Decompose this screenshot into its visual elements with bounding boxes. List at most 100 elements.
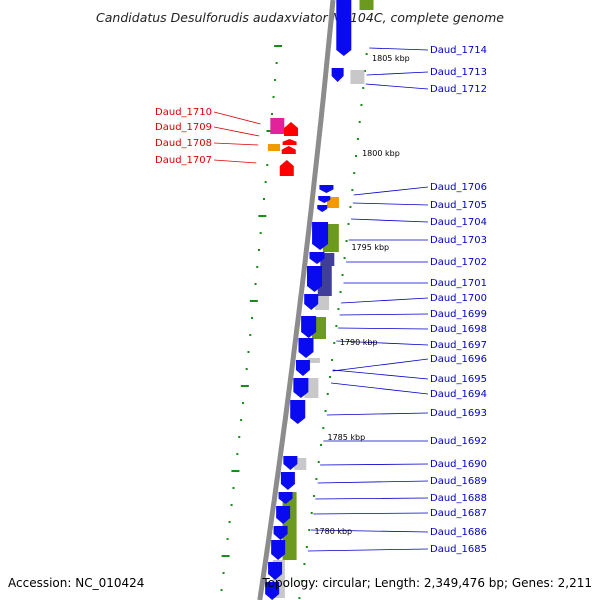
scale-tick [341, 274, 344, 276]
feature-box [270, 118, 285, 134]
leader-line [341, 297, 429, 304]
scale-tick [231, 470, 240, 472]
feature-box [268, 144, 281, 151]
scale-tick [343, 257, 346, 259]
scale-tick [274, 45, 283, 47]
forward-gene-arrow [331, 68, 344, 82]
leader-line [307, 548, 429, 552]
leader-line [352, 202, 429, 206]
leader-line [326, 412, 429, 416]
forward-gene-arrow [283, 456, 298, 470]
scale-tick [310, 512, 313, 514]
scale-tick [240, 419, 243, 421]
scale-tick [251, 317, 254, 319]
forward-gene-arrow [278, 492, 293, 504]
forward-gene-arrow [317, 205, 328, 212]
leader-line [330, 382, 429, 395]
gene-labels: Daud_1714 Daud_1713 Daud_1712 Daud_1706 Daud… [155, 45, 487, 555]
scale-tick [345, 240, 348, 242]
leader-line [369, 47, 429, 51]
gene-label-daud_1696: Daud_1696 [430, 354, 487, 365]
gene-label-daud_1687: Daud_1687 [430, 508, 487, 519]
reverse-gene-arrow [282, 139, 297, 145]
leader-line [336, 340, 429, 346]
leader-line [313, 512, 429, 515]
gene-label-daud_1690: Daud_1690 [430, 459, 487, 470]
gene-label-daud_1689: Daud_1689 [430, 476, 487, 487]
scale-tick [226, 538, 229, 540]
scale-tick [328, 376, 331, 378]
scale-tick [262, 198, 265, 200]
leader-line [213, 126, 260, 137]
feature-box [315, 296, 330, 310]
leader-line [353, 186, 429, 196]
scale-tick [333, 342, 336, 344]
gene-label-daud_1708: Daud_1708 [155, 138, 212, 149]
leader-line [311, 529, 429, 533]
scale-tick [240, 385, 249, 387]
gene-label-daud_1697: Daud_1697 [430, 340, 487, 351]
kbp-marker: 1805 kbp [372, 54, 410, 63]
gene-label-daud_1688: Daud_1688 [430, 493, 487, 504]
scale-tick [298, 597, 301, 599]
leader-line [365, 83, 429, 90]
leader-line [339, 313, 429, 316]
scale-tick [360, 104, 363, 106]
kbp-marker: 1800 kbp [362, 149, 400, 158]
scale-tick [320, 444, 323, 446]
scale-tick [326, 393, 329, 395]
gene-label-daud_1699: Daud_1699 [430, 309, 487, 320]
scale-tick [266, 164, 269, 166]
gene-label-daud_1706: Daud_1706 [430, 182, 487, 193]
scale-tick [271, 113, 274, 115]
scale-tick [300, 580, 303, 582]
forward-gene-arrow [312, 222, 329, 250]
leader-line [351, 218, 429, 223]
scale-tick [254, 283, 257, 285]
scale-tick [347, 223, 350, 225]
scale-tick [339, 291, 342, 293]
scale-tick [365, 53, 368, 55]
forward-gene-arrow [298, 338, 314, 358]
scale-tick [349, 206, 352, 208]
forward-gene-arrow [319, 185, 334, 193]
gene-label-daud_1710: Daud_1710 [155, 107, 212, 118]
scale-tick [222, 572, 225, 574]
gene-label-daud_1692: Daud_1692 [430, 436, 487, 447]
scale-tick [241, 402, 244, 404]
scale-tick [313, 495, 316, 497]
scale-tick [245, 368, 248, 370]
scale-tick [274, 79, 277, 81]
gene-label-daud_1707: Daud_1707 [155, 155, 212, 166]
reverse-gene-arrow [279, 160, 294, 176]
gene-label-daud_1686: Daud_1686 [430, 527, 487, 538]
gene-label-daud_1703: Daud_1703 [430, 235, 487, 246]
backbone-line [257, 0, 336, 600]
gene-label-daud_1714: Daud_1714 [430, 45, 487, 56]
leader-line [213, 142, 259, 146]
reverse-gene-arrow [281, 146, 296, 154]
kbp-marker: 1785 kbp [327, 433, 365, 442]
scale-tick [358, 121, 361, 123]
forward-gene-arrow [318, 196, 331, 203]
gene-label-daud_1700: Daud_1700 [430, 293, 487, 304]
scale-tick [249, 300, 258, 302]
leader-line [213, 111, 261, 125]
leader-line [366, 71, 429, 76]
scale-tick [317, 461, 320, 463]
scale-tick [228, 521, 231, 523]
scale-tick [247, 351, 250, 353]
scale-tick [220, 589, 223, 591]
label-leaders [213, 47, 429, 552]
feature-box [307, 358, 320, 363]
forward-gene-arrow [304, 294, 319, 310]
scale-tick [356, 138, 359, 140]
forward-gene-arrow [273, 526, 288, 540]
scale-tick [363, 70, 366, 72]
forward-gene-arrow [301, 316, 317, 338]
kbp-marker: 1795 kbp [351, 243, 389, 252]
scale-tick [264, 181, 267, 183]
accession-text: Accession: NC_010424 [8, 576, 144, 590]
scale-tick [257, 249, 260, 251]
